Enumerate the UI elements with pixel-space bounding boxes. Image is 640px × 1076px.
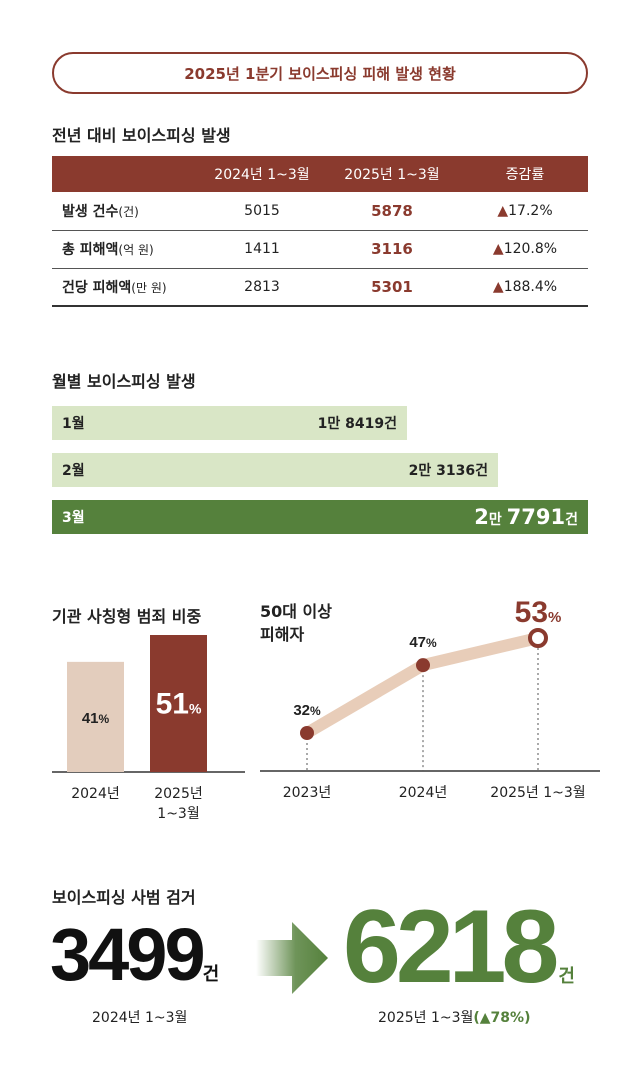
header-cell [52, 156, 202, 192]
page-title: 2025년 1분기 보이스피싱 피해 발생 현황 [52, 52, 588, 94]
age50-chart: 32% 2023년 47% 2024년 53% 2025년 1~3월 [260, 596, 600, 801]
value-2024: 1411 [202, 230, 322, 269]
up-triangle-icon: ▲ [497, 202, 509, 219]
month-label: 2월 [62, 463, 85, 479]
data-point [300, 726, 314, 740]
arrests-before-value: 3499건 [50, 913, 220, 996]
share-value-label: 41% [82, 710, 110, 727]
table-row: 발생 건수(건) 5015 5878 ▲17.2% [52, 192, 588, 231]
monthly-heading: 월별 보이스피싱 발생 [52, 372, 196, 391]
table-header-row: 2024년 1~3월 2025년 1~3월 증감률 [52, 156, 588, 192]
x-tick-label: 2023년 [283, 785, 332, 801]
change-rate: ▲17.2% [462, 192, 588, 231]
month-bar-mar: 3월 2만 7791건 [52, 500, 588, 534]
x-tick-label: 1~3월 [157, 806, 199, 822]
data-label: 47% [409, 634, 437, 651]
comparison-heading: 전년 대비 보이스피싱 발생 [52, 126, 231, 145]
arrow-right-icon [256, 922, 328, 994]
comparison-table: 2024년 1~3월 2025년 1~3월 증감률 발생 건수(건) 5015 … [52, 156, 588, 307]
arrests-heading: 보이스피싱 사범 검거 [52, 888, 196, 907]
value-2024: 5015 [202, 192, 322, 231]
arrests-before-caption: 2024년 1~3월 [92, 1010, 188, 1026]
impersonation-heading: 기관 사칭형 범죄 비중 [52, 607, 202, 626]
up-triangle-icon: ▲ [492, 241, 504, 257]
value-2025: 5878 [322, 192, 462, 231]
up-triangle-icon: ▲ [492, 278, 504, 295]
data-label: 32% [293, 702, 321, 719]
arrests-after-caption: 2025년 1~3월(▲78%) [378, 1010, 531, 1026]
x-tick-label: 2024년 [399, 785, 448, 801]
share-bar [67, 661, 124, 772]
x-tick-label: 2025년 [154, 786, 203, 802]
data-label: 53% [515, 596, 562, 629]
value-2025: 5301 [322, 268, 462, 307]
header-cell: 2025년 1~3월 [322, 156, 462, 192]
data-point [416, 658, 430, 673]
row-label: 총 피해액(억 원) [52, 230, 202, 269]
share-bar [150, 635, 207, 772]
month-value: 1만 8419건 [317, 416, 397, 432]
month-bar-jan: 1월 1만 8419건 [52, 406, 407, 440]
value-2025: 3116 [322, 230, 462, 269]
row-label: 건당 피해액(만 원) [52, 268, 202, 307]
month-value: 2만 3136건 [408, 463, 488, 479]
arrests-after-value: 6218 건 [343, 889, 575, 1005]
header-cell: 2024년 1~3월 [202, 156, 322, 192]
change-rate: ▲188.4% [462, 268, 588, 307]
age50-heading: 50대 이상 피해자 [260, 602, 332, 644]
row-label: 발생 건수(건) [52, 192, 202, 231]
table-row: 건당 피해액(만 원) 2813 5301 ▲188.4% [52, 268, 588, 307]
x-tick-label: 2024년 [71, 786, 120, 802]
value-2024: 2813 [202, 268, 322, 307]
x-tick-label: 2025년 1~3월 [490, 785, 585, 801]
change-rate: ▲120.8% [462, 230, 588, 269]
table-row: 총 피해액(억 원) 1411 3116 ▲120.8% [52, 230, 588, 269]
month-value: 2만 7791건 [474, 505, 578, 529]
data-point [528, 628, 548, 648]
header-cell: 증감률 [462, 156, 588, 192]
month-label: 1월 [62, 416, 85, 432]
month-label: 3월 [62, 510, 85, 526]
month-bar-feb: 2월 2만 3136건 [52, 453, 498, 487]
